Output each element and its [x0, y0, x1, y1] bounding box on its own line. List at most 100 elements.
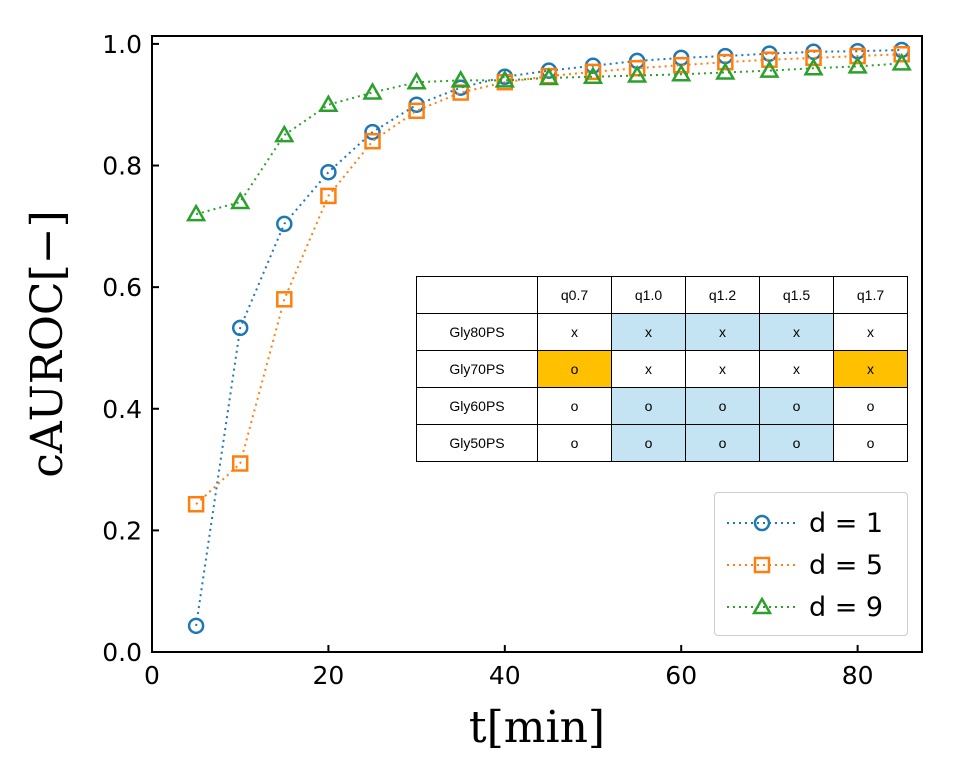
x-axis-label: t[min] [469, 702, 605, 753]
table-cell: x [611, 350, 686, 388]
data-point [759, 60, 780, 78]
table-cell: o [537, 424, 612, 462]
legend-entry: d = 5 [725, 545, 883, 585]
table-row: Gly60PS o o o o o [416, 387, 908, 425]
column-header: q1.5 [759, 276, 834, 314]
data-point [187, 495, 205, 513]
data-point [318, 94, 339, 112]
data-point [803, 57, 824, 76]
data-point [715, 61, 736, 80]
legend-swatch [727, 514, 797, 532]
table-header-row: q0.7 q1.0 q1.2 q1.5 q1.7 [416, 276, 908, 314]
table-row: Gly70PS o x x x x [416, 350, 908, 388]
data-point [231, 319, 249, 337]
legend-label: d = 5 [809, 549, 884, 581]
data-point [450, 69, 471, 88]
row-header: Gly70PS [416, 350, 538, 388]
table-cell: x [833, 350, 908, 388]
table-cell: o [759, 424, 834, 462]
plot-frame [151, 35, 923, 653]
legend-swatch [727, 556, 797, 574]
legend-swatch [727, 596, 797, 615]
legend-label: d = 9 [809, 591, 884, 623]
data-point [408, 102, 425, 120]
series-d5 [187, 45, 910, 513]
data-point [626, 65, 648, 83]
y-tick-label: 0.6 [102, 273, 142, 302]
table-cell: x [759, 350, 834, 388]
data-point [717, 53, 734, 71]
table-cell: o [685, 424, 760, 462]
circle-marker-icon [753, 514, 771, 532]
x-tick-label: 20 [312, 661, 344, 690]
data-point [671, 63, 692, 82]
row-header: Gly60PS [416, 387, 538, 425]
square-marker-icon [753, 556, 771, 574]
column-header: q1.7 [833, 276, 908, 314]
data-point [320, 163, 337, 181]
table-cell: o [759, 387, 834, 425]
triangle-marker-icon [751, 596, 773, 615]
table-cell: o [611, 387, 686, 425]
data-point [406, 71, 427, 90]
legend: d = 1 d = 5 d = 9 [714, 492, 908, 636]
column-header: q1.0 [611, 276, 686, 314]
table-corner [416, 276, 538, 314]
data-point [584, 63, 602, 81]
series-d9 [185, 52, 912, 222]
table-cell: o [833, 387, 908, 425]
row-header: Gly80PS [416, 313, 538, 351]
table-cell: x [537, 313, 612, 351]
table-cell: x [759, 313, 834, 351]
data-point [320, 187, 337, 205]
x-tick-label: 0 [144, 661, 160, 690]
inset-table: q0.7 q1.0 q1.2 q1.5 q1.7 Gly80PS x x x x x Gly70PS o… [416, 276, 908, 462]
y-tick-label: 0.0 [102, 638, 142, 667]
data-point [231, 455, 249, 472]
table-cell: x [685, 350, 760, 388]
y-tick-label: 1.0 [102, 30, 142, 59]
data-point [672, 56, 690, 74]
data-point [582, 66, 604, 84]
series-line [195, 62, 902, 216]
data-point [628, 59, 646, 77]
table-cell: o [833, 424, 908, 462]
data-point [849, 47, 866, 65]
data-point [805, 49, 822, 67]
data-point [847, 55, 868, 74]
y-tick-label: 0.8 [102, 152, 142, 181]
y-tick-label: 0.4 [102, 395, 142, 424]
table-cell: x [685, 313, 760, 351]
data-point [362, 82, 383, 100]
row-header: Gly50PS [416, 424, 538, 462]
column-header: q0.7 [537, 276, 612, 314]
x-tick-label: 40 [489, 661, 521, 690]
data-point [364, 132, 381, 150]
data-point [761, 51, 778, 68]
data-point [364, 123, 381, 141]
series-line [195, 48, 902, 626]
data-point [494, 69, 515, 88]
x-tick-label: 80 [842, 661, 874, 690]
data-point [276, 291, 293, 308]
data-point [276, 215, 293, 233]
legend-entry: d = 9 [725, 587, 883, 627]
table-row: Gly50PS o o o o o [416, 424, 908, 462]
data-point [274, 124, 295, 143]
legend-entry: d = 1 [725, 503, 883, 543]
y-axis-label: cAUROC[−] [22, 210, 73, 478]
column-header: q1.2 [685, 276, 760, 314]
table-cell: o [611, 424, 686, 462]
data-point [891, 52, 912, 71]
data-point [187, 617, 205, 635]
table-cell: x [611, 313, 686, 351]
table-cell: x [833, 313, 908, 351]
data-point [185, 203, 207, 222]
data-point [230, 191, 251, 210]
table-cell: o [537, 387, 612, 425]
table-cell: o [537, 350, 612, 388]
data-point [893, 45, 910, 63]
table-row: Gly80PS x x x x x [416, 313, 908, 351]
